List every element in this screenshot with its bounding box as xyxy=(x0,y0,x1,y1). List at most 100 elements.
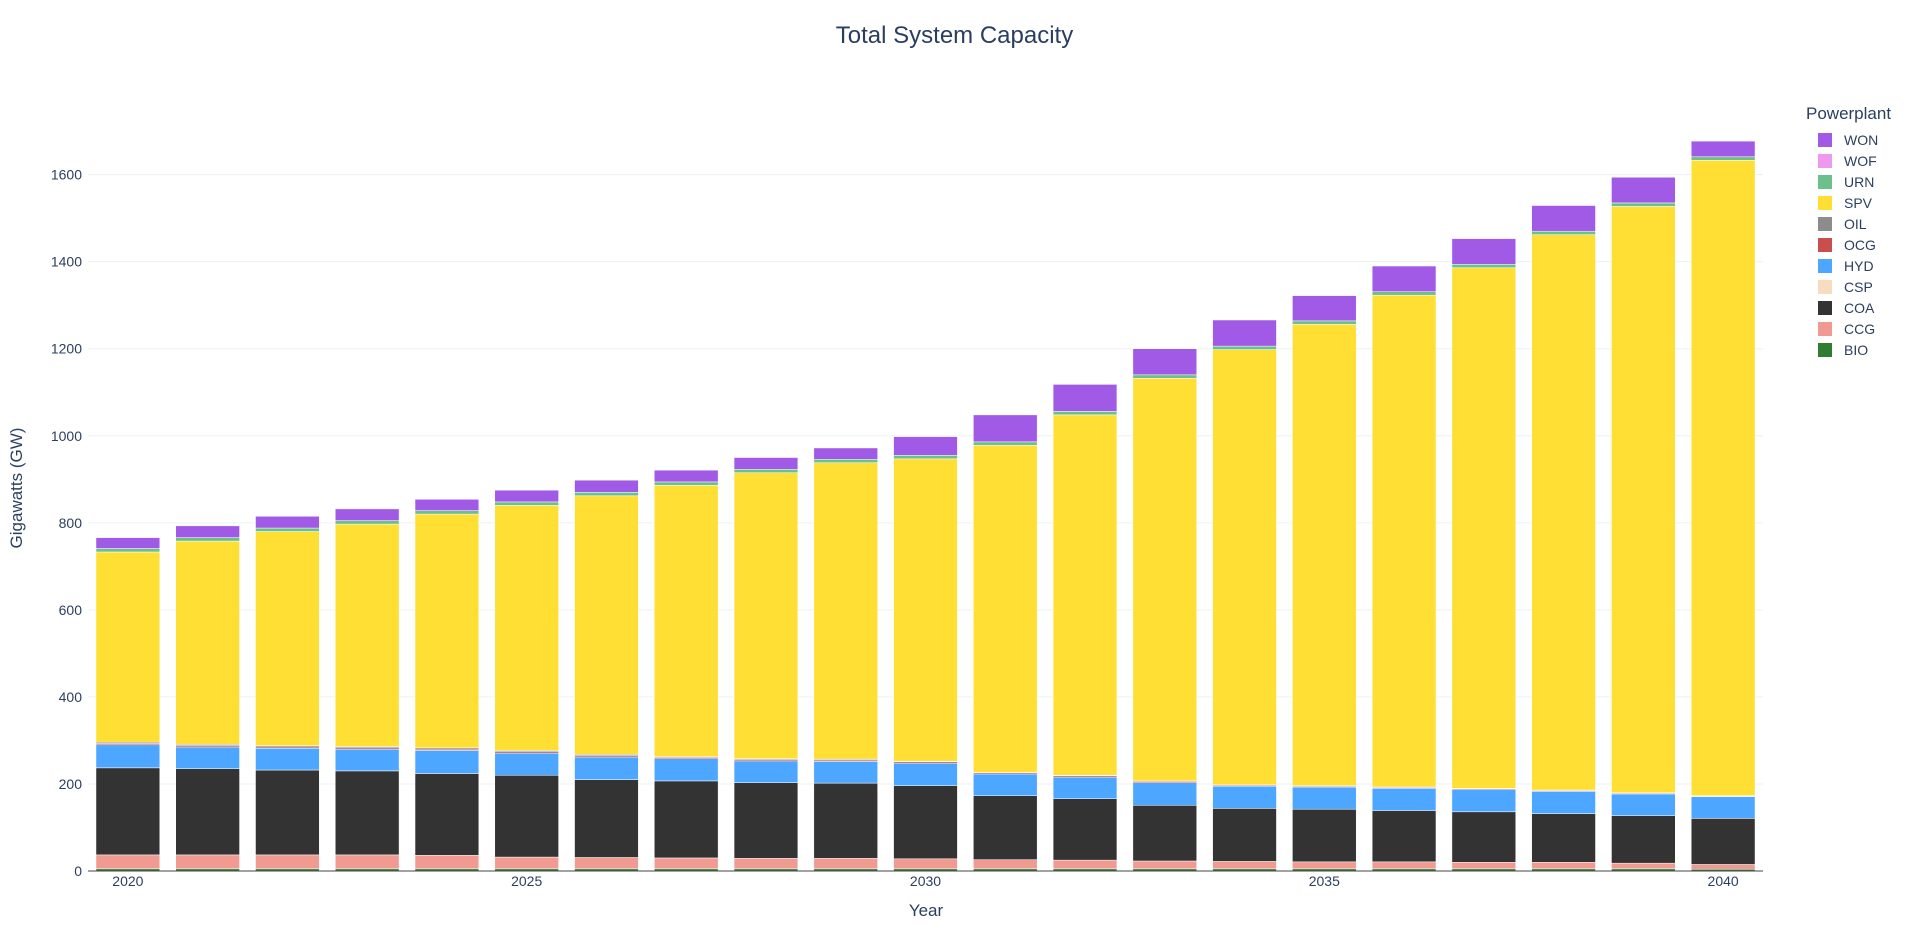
bar-segment-coa-2039 xyxy=(1611,815,1676,864)
bar-segment-hyd-2036 xyxy=(1371,788,1437,811)
legend-label: COA xyxy=(1844,299,1875,316)
bar-segment-urn-2032 xyxy=(1052,411,1118,416)
legend-title: Powerplant xyxy=(1806,104,1892,123)
legend-item-ocg[interactable]: OCG xyxy=(1818,234,1891,255)
bar-segment-coa-2038 xyxy=(1531,813,1596,863)
bar-segment-urn-2028 xyxy=(733,469,799,474)
bar-segment-spv-2039 xyxy=(1611,206,1676,793)
bar-segment-coa-2028 xyxy=(733,782,799,859)
bar-segment-hyd-2027 xyxy=(654,758,719,782)
bar-segment-spv-2026 xyxy=(574,495,639,755)
bar-segment-won-2029 xyxy=(813,447,878,460)
bar-segment-spv-2029 xyxy=(813,462,878,760)
bar-segment-coa-2036 xyxy=(1371,810,1437,863)
bar-segment-spv-2038 xyxy=(1531,234,1596,791)
legend-label: OIL xyxy=(1844,215,1867,232)
bar-segment-urn-2021 xyxy=(175,537,240,542)
legend-item-spv[interactable]: SPV xyxy=(1818,192,1891,213)
bar-segment-ccg-2029 xyxy=(813,858,878,870)
bar-segment-ccg-2031 xyxy=(973,859,1038,870)
bar-segment-won-2034 xyxy=(1212,319,1277,347)
x-tick-label: 2040 xyxy=(1708,873,1739,889)
bar-segment-won-2026 xyxy=(574,479,639,493)
bar-segment-won-2036 xyxy=(1371,265,1437,292)
legend-item-urn[interactable]: URN xyxy=(1818,171,1891,192)
y-tick-label: 1600 xyxy=(51,167,82,183)
bar-segment-ccg-2020 xyxy=(95,854,161,870)
legend-label: WOF xyxy=(1844,152,1877,169)
bar-segment-spv-2037 xyxy=(1451,267,1516,789)
bar-segment-won-2020 xyxy=(95,537,161,549)
y-tick-label: 800 xyxy=(59,515,83,531)
y-tick-label: 0 xyxy=(74,863,82,879)
bar-segment-won-2035 xyxy=(1292,295,1357,322)
bar-segment-ccg-2032 xyxy=(1052,859,1118,870)
legend-label: CCG xyxy=(1844,320,1876,337)
bar-segment-urn-2030 xyxy=(893,455,958,460)
legend-item-csp[interactable]: CSP xyxy=(1818,276,1891,297)
legend-label: URN xyxy=(1844,173,1875,190)
legend-item-wof[interactable]: WOF xyxy=(1818,150,1891,171)
bar-segment-ccg-2025 xyxy=(494,856,559,870)
legend-swatch xyxy=(1818,300,1832,315)
bar-segment-coa-2030 xyxy=(893,785,958,860)
bar-segment-ccg-2033 xyxy=(1132,860,1197,870)
legend-item-coa[interactable]: COA xyxy=(1818,297,1891,318)
bar-segment-ccg-2021 xyxy=(175,854,240,870)
bar-segment-won-2028 xyxy=(733,457,799,470)
bar-segment-ccg-2024 xyxy=(414,855,480,870)
bar-segment-hyd-2023 xyxy=(335,748,400,772)
bar-segment-coa-2035 xyxy=(1292,808,1357,863)
legend-swatch xyxy=(1818,195,1832,210)
bar-segment-won-2024 xyxy=(414,499,480,511)
x-tick-label: 2035 xyxy=(1309,873,1340,889)
bar-segment-spv-2022 xyxy=(255,531,320,746)
bar-segment-spv-2020 xyxy=(95,551,161,743)
legend-swatch xyxy=(1818,258,1832,273)
bar-segment-spv-2027 xyxy=(654,485,719,757)
bar-segment-won-2033 xyxy=(1132,348,1197,376)
bar-segment-spv-2031 xyxy=(973,445,1038,773)
legend-item-won[interactable]: WON xyxy=(1818,129,1891,150)
legend-items: WON WOF URN SPV OIL OCG HYD CSP COA CCG BIO xyxy=(1806,129,1891,360)
bar-segment-ccg-2039 xyxy=(1611,862,1676,870)
bar-segment-urn-2035 xyxy=(1292,320,1357,325)
bar-segment-coa-2029 xyxy=(813,782,878,859)
y-tick-label: 400 xyxy=(59,689,83,705)
bar-segment-urn-2026 xyxy=(574,492,639,497)
legend-item-bio[interactable]: BIO xyxy=(1818,339,1891,360)
bar-segment-urn-2020 xyxy=(95,548,161,553)
bar-segment-coa-2033 xyxy=(1132,805,1197,862)
bar-segment-hyd-2039 xyxy=(1611,793,1676,816)
bar-segment-hyd-2024 xyxy=(414,750,480,774)
legend-item-ccg[interactable]: CCG xyxy=(1818,318,1891,339)
bar-segment-spv-2023 xyxy=(335,523,400,747)
x-tick-label: 2020 xyxy=(112,873,143,889)
bar-segment-urn-2023 xyxy=(335,520,400,525)
bar-segment-ccg-2027 xyxy=(654,857,719,870)
bar-segment-hyd-2020 xyxy=(95,744,161,769)
legend-swatch xyxy=(1818,342,1832,357)
bar-segment-won-2030 xyxy=(893,436,958,456)
bar-segment-hyd-2032 xyxy=(1052,776,1118,800)
bar-segment-coa-2034 xyxy=(1212,808,1277,862)
bar-segment-coa-2020 xyxy=(95,767,161,856)
y-tick-label: 200 xyxy=(59,776,83,792)
bar-segment-coa-2026 xyxy=(574,779,639,858)
bar-segment-ccg-2035 xyxy=(1292,861,1357,870)
x-tick-label: 2030 xyxy=(910,873,941,889)
legend-item-oil[interactable]: OIL xyxy=(1818,213,1891,234)
bar-segment-urn-2040 xyxy=(1690,156,1756,161)
bars xyxy=(88,140,1763,872)
legend-item-hyd[interactable]: HYD xyxy=(1818,255,1891,276)
bar-segment-spv-2032 xyxy=(1052,414,1118,776)
bar-segment-urn-2037 xyxy=(1451,264,1516,269)
bar-segment-urn-2029 xyxy=(813,459,878,464)
legend-swatch xyxy=(1818,153,1832,168)
y-tick-label: 1000 xyxy=(51,428,82,444)
bar-segment-coa-2037 xyxy=(1451,811,1516,863)
bar-segment-coa-2027 xyxy=(654,780,719,859)
legend-swatch xyxy=(1818,216,1832,231)
